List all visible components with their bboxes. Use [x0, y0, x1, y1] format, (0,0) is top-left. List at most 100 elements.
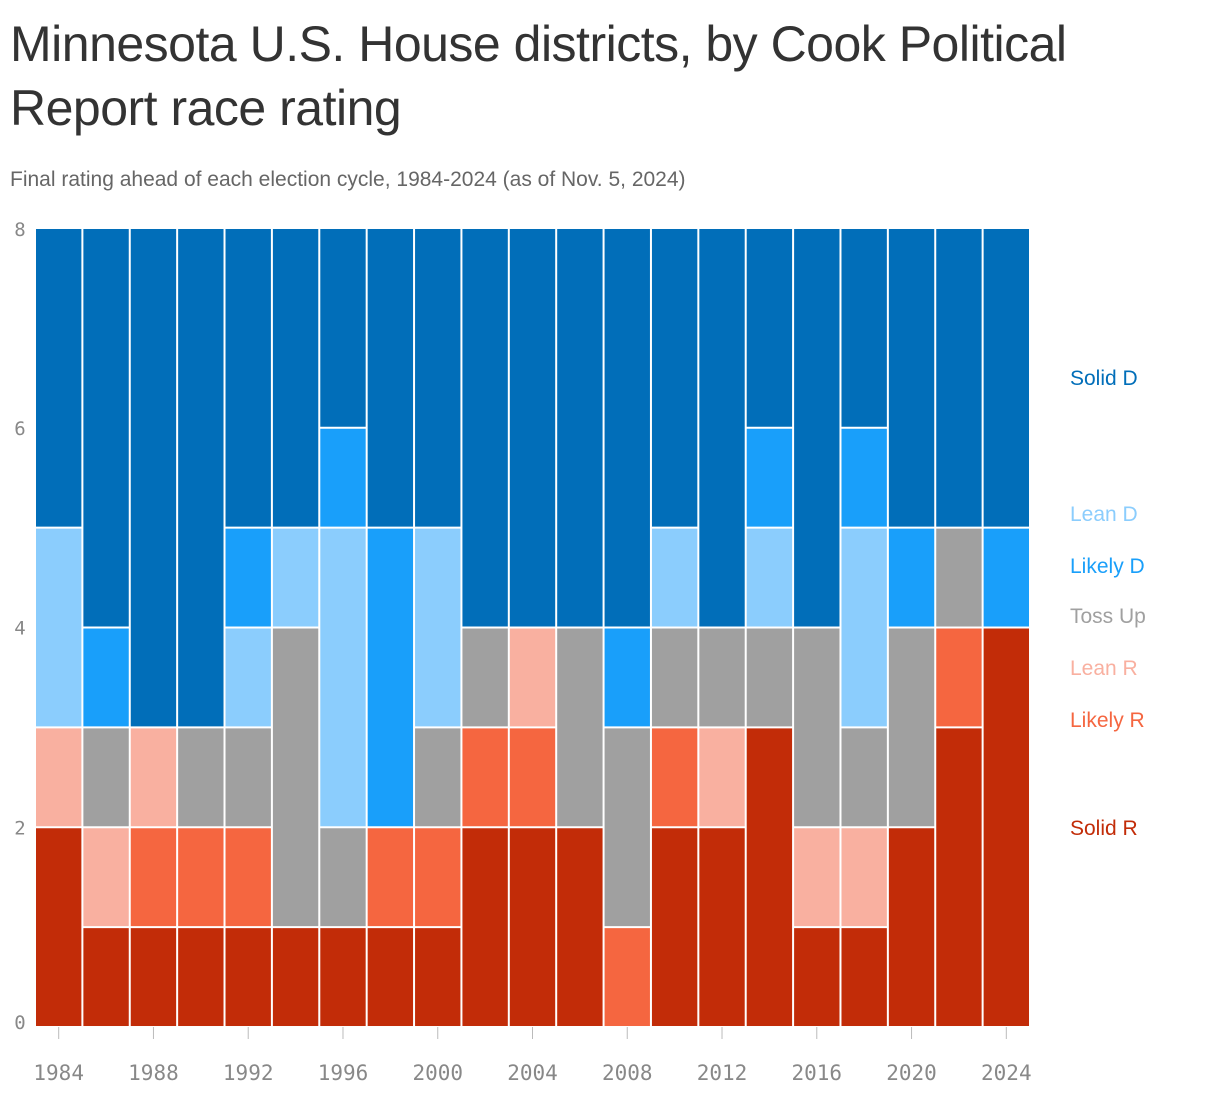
bar-segment-2012-toss-up	[699, 628, 745, 727]
bar-segment-2008-solid-d	[604, 229, 650, 627]
legend-label-lean-d: Lean D	[1070, 503, 1138, 526]
bar-segment-1992-toss-up	[225, 728, 271, 827]
bar-segment-2010-likely-r	[651, 728, 698, 827]
bar-segment-1992-likely-d	[225, 528, 271, 627]
bar-segment-1988-lean-r	[130, 728, 177, 827]
legend-label-likely-r: Likely R	[1070, 709, 1145, 732]
bar-segment-2006-toss-up	[557, 628, 603, 827]
bars-layer	[36, 229, 1029, 1027]
bar-segment-2002-likely-r	[462, 728, 508, 827]
bar-segment-2004-solid-r	[509, 828, 556, 1026]
bar-segment-2020-toss-up	[888, 628, 935, 827]
bar-segment-2012-lean-r	[699, 728, 745, 827]
x-tick-label: 2008	[602, 1061, 653, 1085]
bar-segment-2012-solid-d	[699, 229, 745, 627]
bar-segment-1988-likely-r	[130, 828, 177, 927]
legend-label-toss-up: Toss Up	[1070, 605, 1146, 628]
bar-segment-2006-solid-d	[557, 229, 603, 627]
bar-segment-2004-likely-r	[509, 728, 556, 827]
bar-segment-2000-solid-r	[415, 928, 461, 1027]
x-axis: 1984 1988 1992 1996 2000 2004 2008 2012 2016 2020…	[33, 1027, 1032, 1085]
bar-segment-1996-solid-r	[320, 928, 366, 1027]
bar-segment-2000-solid-d	[415, 229, 461, 527]
bar-segment-1984-lean-d	[36, 528, 82, 727]
bar-segment-2000-lean-d	[415, 528, 461, 727]
x-tick-label: 1988	[128, 1061, 179, 1085]
bar-segment-1992-lean-d	[225, 628, 271, 727]
x-tick-label: 2024	[981, 1061, 1032, 1085]
y-tick-label: 4	[14, 618, 25, 640]
y-tick-label: 8	[14, 219, 25, 241]
bar-segment-2010-solid-d	[651, 229, 698, 527]
bar-segment-2004-lean-r	[509, 628, 556, 727]
bar-segment-2018-lean-r	[841, 828, 887, 927]
bar-segment-1986-likely-d	[83, 628, 129, 727]
bar-segment-2024-solid-r	[983, 628, 1029, 1026]
bar-segment-2016-lean-r	[794, 828, 840, 927]
bar-segment-2018-toss-up	[841, 728, 887, 827]
bar-segment-2014-solid-r	[746, 728, 793, 1027]
bar-segment-1992-likely-r	[225, 828, 271, 927]
bar-segment-2024-solid-d	[983, 229, 1029, 527]
bar-segment-2012-solid-r	[699, 828, 745, 1026]
bar-segment-1998-likely-r	[367, 828, 414, 927]
bar-segment-1984-solid-d	[36, 229, 82, 527]
bar-segment-1990-toss-up	[178, 728, 224, 827]
x-tick-label: 2012	[697, 1061, 748, 1085]
bar-segment-1998-solid-d	[367, 229, 414, 527]
y-axis: 0 2 4 6 8	[14, 219, 25, 1034]
bar-segment-1986-toss-up	[83, 728, 129, 827]
bar-segment-1996-likely-d	[320, 428, 366, 527]
bar-segment-2014-likely-d	[746, 428, 793, 527]
y-tick-label: 0	[14, 1012, 25, 1034]
bar-segment-2022-toss-up	[936, 528, 982, 627]
bar-segment-1996-toss-up	[320, 828, 366, 927]
bar-segment-1984-solid-r	[36, 828, 82, 1026]
bar-segment-2018-solid-r	[841, 928, 887, 1027]
bar-segment-1986-solid-r	[83, 928, 129, 1027]
bar-segment-2022-solid-d	[936, 229, 982, 527]
bar-segment-2018-likely-d	[841, 428, 887, 527]
bar-segment-1994-lean-d	[272, 528, 319, 627]
bar-segment-2018-lean-d	[841, 528, 887, 727]
bar-segment-2002-solid-r	[462, 828, 508, 1026]
bar-segment-2004-solid-d	[509, 229, 556, 627]
bar-segment-2014-lean-d	[746, 528, 793, 627]
bar-segment-2020-solid-r	[888, 828, 935, 1026]
y-tick-label: 6	[14, 418, 25, 440]
bar-segment-1994-toss-up	[272, 628, 319, 927]
bar-segment-1992-solid-d	[225, 229, 271, 527]
bar-segment-1984-lean-r	[36, 728, 82, 827]
x-tick-label: 1992	[223, 1061, 274, 1085]
bar-segment-1992-solid-r	[225, 928, 271, 1027]
bar-segment-2014-toss-up	[746, 628, 793, 727]
bar-segment-1998-solid-r	[367, 928, 414, 1027]
bar-segment-2010-toss-up	[651, 628, 698, 727]
chart-subtitle: Final rating ahead of each election cycl…	[10, 168, 686, 191]
bar-segment-2008-toss-up	[604, 728, 650, 927]
x-tick-label: 2020	[886, 1061, 937, 1085]
legend-label-solid-d: Solid D	[1070, 367, 1138, 390]
chart-title: Minnesota U.S. House districts, by Cook …	[10, 16, 1067, 136]
bar-segment-2000-likely-r	[415, 828, 461, 927]
legend-label-solid-r: Solid R	[1070, 817, 1138, 840]
bar-segment-2002-toss-up	[462, 628, 508, 727]
bar-segment-2020-solid-d	[888, 229, 935, 527]
x-tick-label: 2000	[412, 1061, 463, 1085]
bar-segment-1990-likely-r	[178, 828, 224, 927]
bar-segment-2002-solid-d	[462, 229, 508, 627]
bar-segment-2016-solid-d	[794, 229, 840, 627]
bar-segment-2008-likely-r	[604, 928, 650, 1027]
legend-label-likely-d: Likely D	[1070, 555, 1145, 578]
bar-segment-2016-toss-up	[794, 628, 840, 827]
x-tick-label: 2016	[792, 1061, 843, 1085]
bar-segment-1996-solid-d	[320, 229, 366, 427]
bar-segment-2022-solid-r	[936, 728, 982, 1027]
bar-segment-1988-solid-r	[130, 928, 177, 1027]
legend: Solid D Lean D Likely D Toss Up Lean R Likely…	[1070, 367, 1146, 840]
y-tick-label: 2	[14, 817, 25, 839]
bar-segment-2008-likely-d	[604, 628, 650, 727]
bar-segment-1986-solid-d	[83, 229, 129, 627]
bar-segment-2006-solid-r	[557, 828, 603, 1026]
bar-segment-2014-solid-d	[746, 229, 793, 427]
